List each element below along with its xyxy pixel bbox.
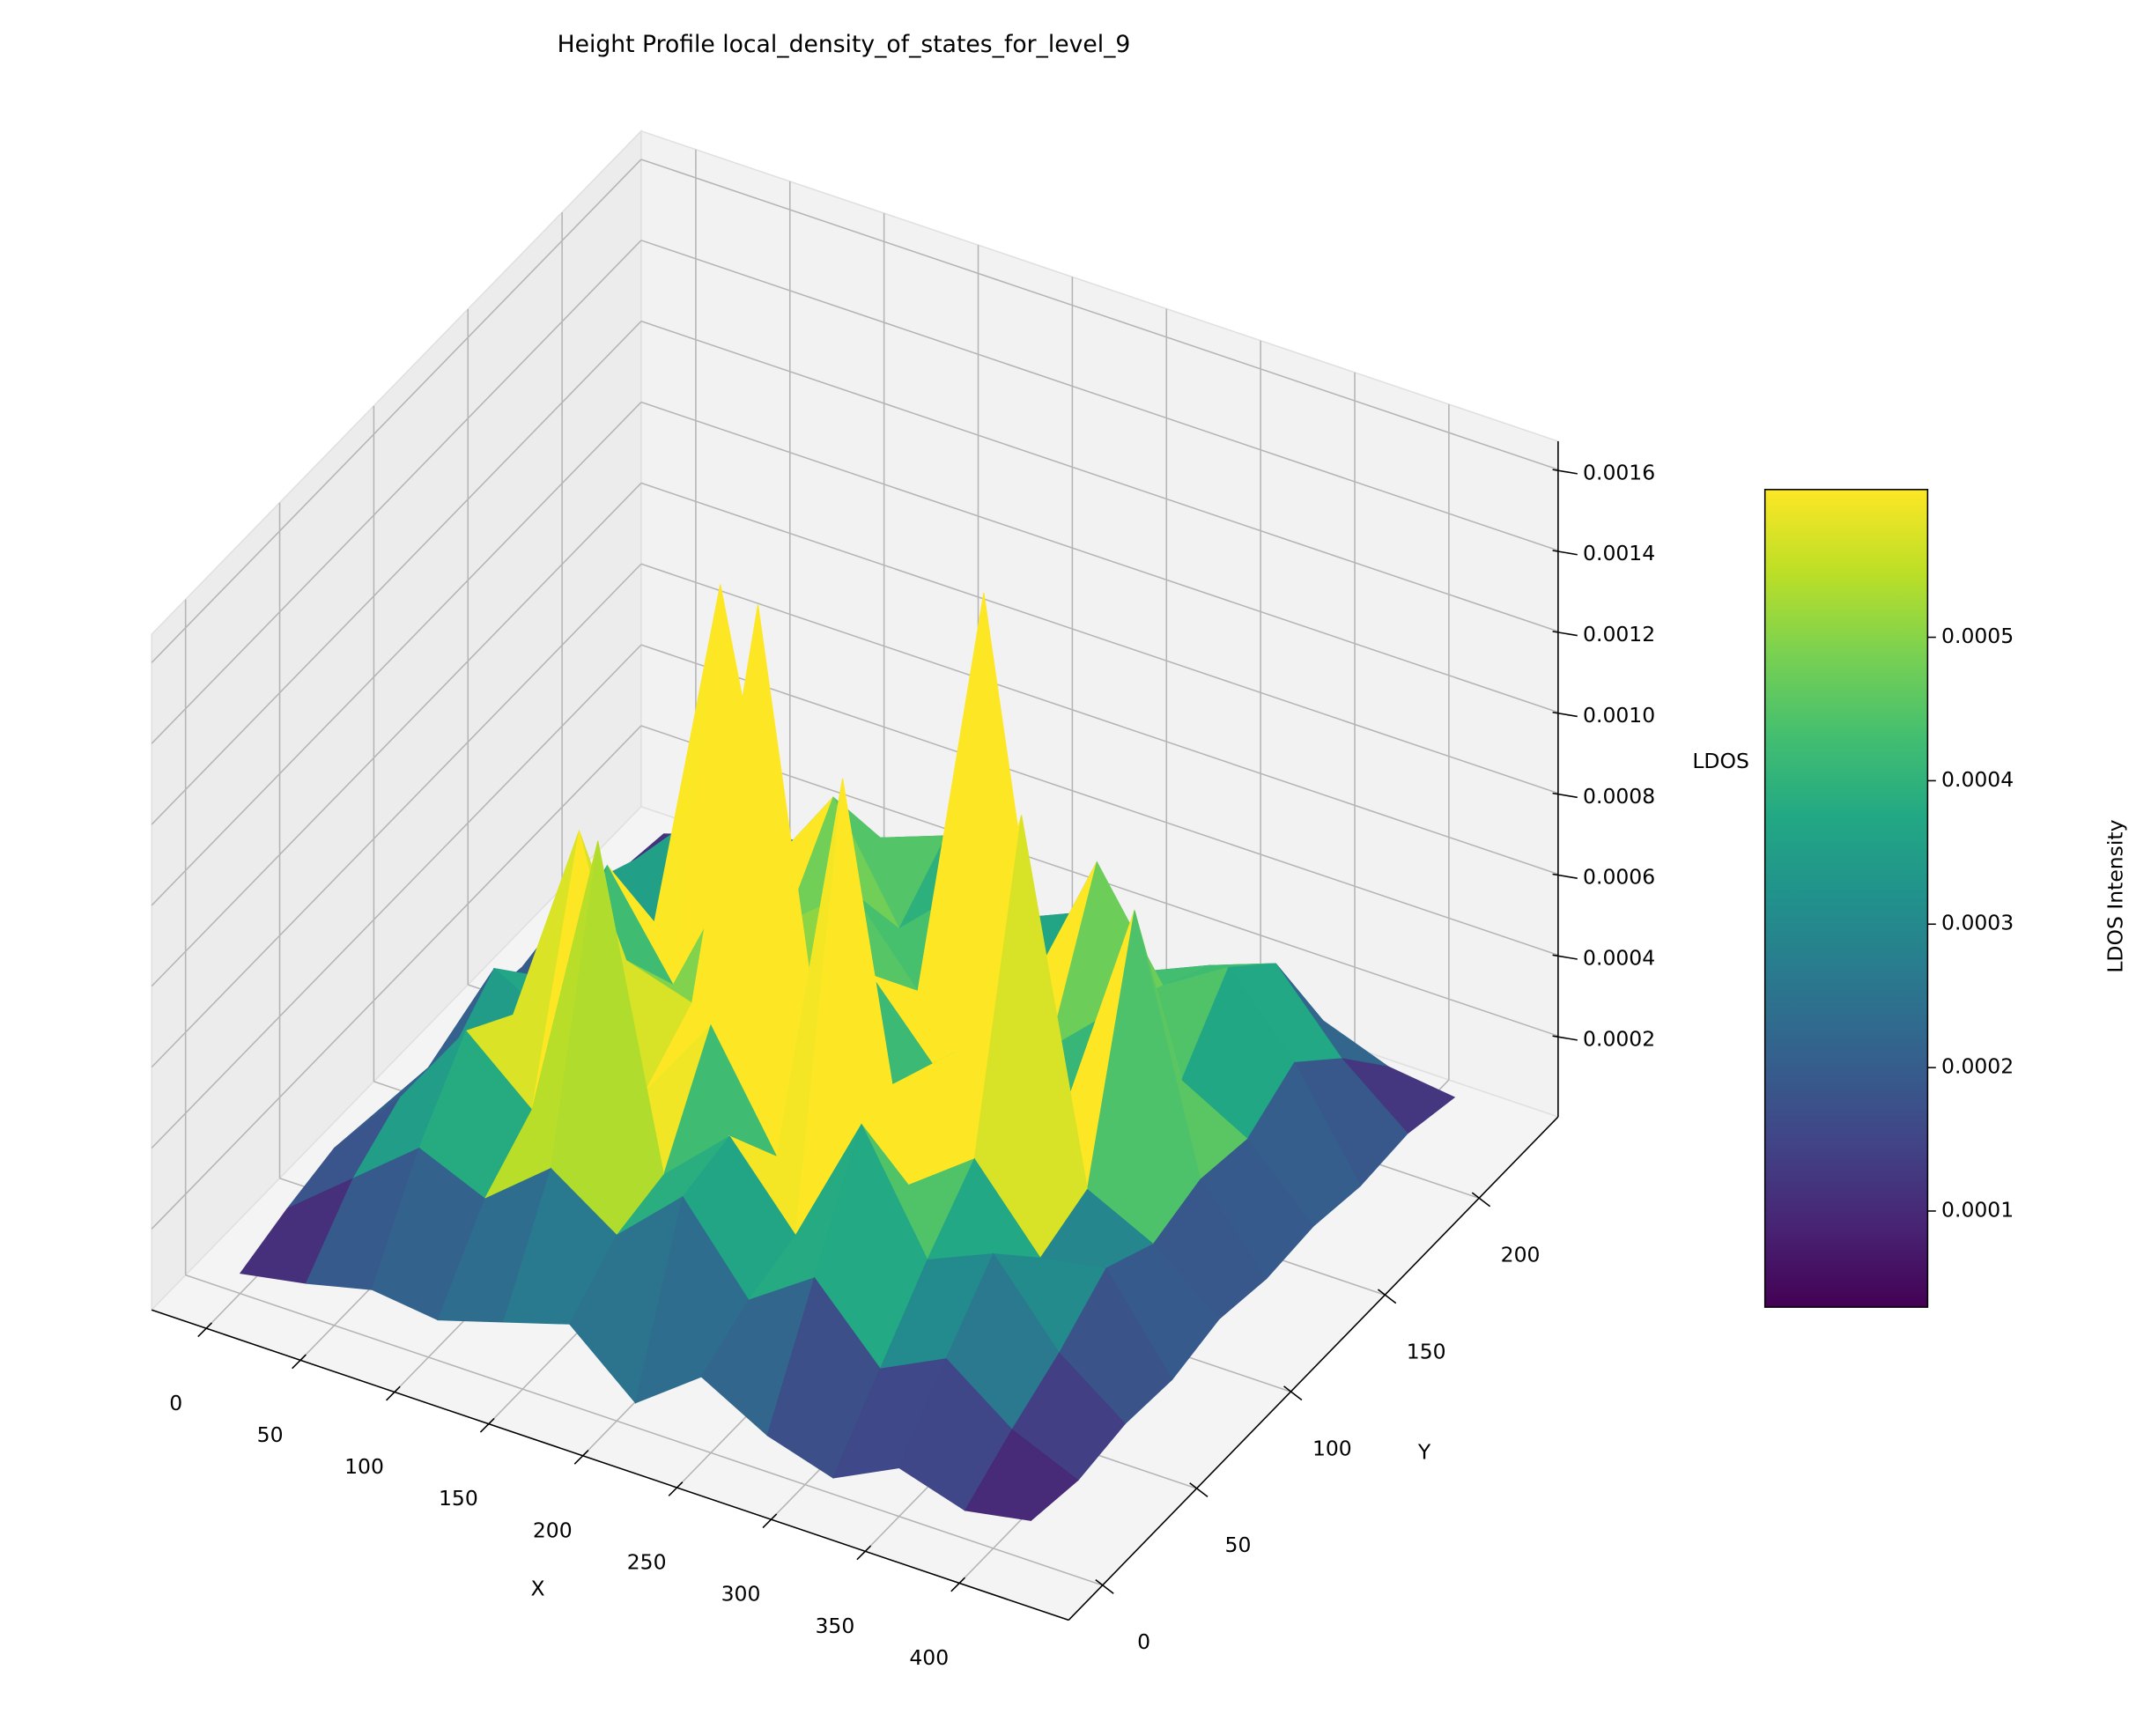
x-tick-label: 150	[439, 1486, 478, 1511]
x-tick-label: 350	[815, 1614, 854, 1638]
grid-line	[151, 240, 642, 744]
grid-line	[151, 725, 642, 1230]
z-tick	[1552, 792, 1578, 799]
y-axis-line	[1068, 1116, 1559, 1621]
z-axis-label: LDOS	[1692, 749, 1749, 773]
z-tick	[1552, 873, 1578, 879]
grid-line	[640, 644, 1559, 957]
grid-line	[151, 482, 642, 987]
x-tick-label: 250	[627, 1550, 667, 1575]
x-tick	[292, 1354, 307, 1370]
y-tick-label: 50	[1225, 1533, 1252, 1557]
y-tick	[1471, 1192, 1491, 1208]
z-tick	[1552, 469, 1578, 475]
x-tick	[197, 1322, 212, 1338]
x-tick-label: 0	[169, 1391, 182, 1415]
surface-face	[964, 1429, 1079, 1521]
grid-line	[640, 159, 1559, 470]
x-tick	[573, 1450, 589, 1465]
z-tick	[1552, 954, 1578, 960]
x-tick	[479, 1417, 495, 1433]
colorbar-tick-label: 0.0001	[1941, 1197, 2014, 1222]
grid-line	[151, 644, 642, 1149]
y-axis-label: Y	[1417, 1440, 1431, 1465]
z-tick-label: 0.0004	[1583, 946, 1655, 971]
x-tick	[950, 1577, 966, 1592]
surface	[239, 584, 1456, 1521]
colorbar-gradient	[1763, 489, 1929, 1308]
z-tick-label: 0.0002	[1583, 1026, 1655, 1051]
axes: 0 50 100 150 200 250 300 350 400 0 50 100 150 200 0.00…	[151, 441, 1655, 1670]
grid-line	[640, 320, 1559, 632]
colorbar-tick-label: 0.0004	[1941, 767, 2014, 792]
z-tick-label: 0.0014	[1583, 541, 1655, 565]
x-axis-line	[151, 1309, 1069, 1621]
z-tick-label: 0.0006	[1583, 865, 1655, 890]
colorbar: 0.0001 0.0002 0.0003 0.0004 0.0005	[1763, 489, 2014, 1308]
x-tick-label: 300	[721, 1582, 761, 1607]
z-tick	[1552, 711, 1578, 718]
x-axis-label: X	[530, 1576, 544, 1600]
y-tick-label: 0	[1137, 1629, 1150, 1654]
x-tick	[856, 1545, 872, 1561]
x-tick	[762, 1513, 778, 1529]
x-tick-label: 400	[909, 1645, 949, 1670]
grid-line	[151, 159, 642, 663]
y-tick	[1189, 1482, 1209, 1497]
x-tick	[668, 1481, 684, 1496]
y-tick	[1283, 1385, 1303, 1401]
z-tick-label: 0.0016	[1583, 460, 1655, 484]
z-tick-label: 0.0012	[1583, 622, 1655, 646]
grid-line	[640, 240, 1559, 551]
x-tick-label: 50	[257, 1422, 284, 1447]
y-tick-label: 200	[1501, 1243, 1541, 1267]
x-tick-label: 100	[344, 1454, 384, 1479]
grid-line	[151, 563, 642, 1068]
y-tick-label: 100	[1312, 1436, 1352, 1460]
grid-line	[185, 1274, 1103, 1586]
z-tick-label: 0.0008	[1583, 784, 1655, 809]
z-tick-label: 0.0010	[1583, 703, 1655, 728]
y-tick-label: 150	[1407, 1339, 1446, 1363]
colorbar-label: LDOS Intensity	[2103, 819, 2127, 972]
grid-line	[640, 482, 1559, 794]
y-tick	[1377, 1289, 1397, 1304]
colorbar-tick-label: 0.0002	[1941, 1054, 2014, 1079]
colorbar-tick-label: 0.0005	[1941, 624, 2014, 648]
x-tick-label: 200	[533, 1518, 573, 1542]
y-tick	[1095, 1578, 1114, 1594]
chart-title: Height Profile local_density_of_states_f…	[558, 31, 1131, 58]
x-tick	[385, 1385, 401, 1401]
grid-line	[151, 401, 642, 906]
z-tick	[1552, 631, 1578, 637]
colorbar-tick-label: 0.0003	[1941, 911, 2014, 935]
grid-line	[640, 563, 1559, 875]
z-tick	[1552, 1035, 1578, 1041]
grid-line	[151, 321, 642, 825]
z-tick	[1552, 550, 1578, 556]
grid-line	[640, 401, 1559, 713]
